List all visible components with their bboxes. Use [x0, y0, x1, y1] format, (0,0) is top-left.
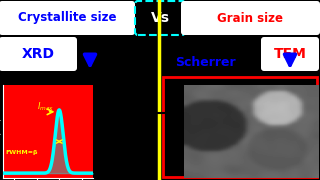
Text: Scherrer: Scherrer [175, 55, 235, 69]
FancyBboxPatch shape [135, 1, 185, 35]
Text: Grain size: Grain size [217, 12, 283, 24]
Text: XRD: XRD [21, 47, 54, 61]
Text: $\beta cos\theta$: $\beta cos\theta$ [108, 125, 147, 142]
Text: Vs: Vs [150, 11, 170, 25]
FancyBboxPatch shape [0, 37, 77, 71]
Text: TEM: TEM [274, 47, 307, 61]
Text: $k\lambda$: $k\lambda$ [118, 89, 136, 105]
FancyBboxPatch shape [181, 1, 320, 35]
Text: $I_{max}$: $I_{max}$ [37, 100, 54, 113]
Y-axis label: Int (a.u.): Int (a.u.) [0, 118, 2, 145]
FancyBboxPatch shape [0, 1, 135, 35]
FancyBboxPatch shape [261, 37, 319, 71]
Text: Crystallite size: Crystallite size [18, 12, 116, 24]
Text: FWHM=β: FWHM=β [5, 150, 37, 155]
Text: $L=$: $L=$ [101, 102, 128, 120]
